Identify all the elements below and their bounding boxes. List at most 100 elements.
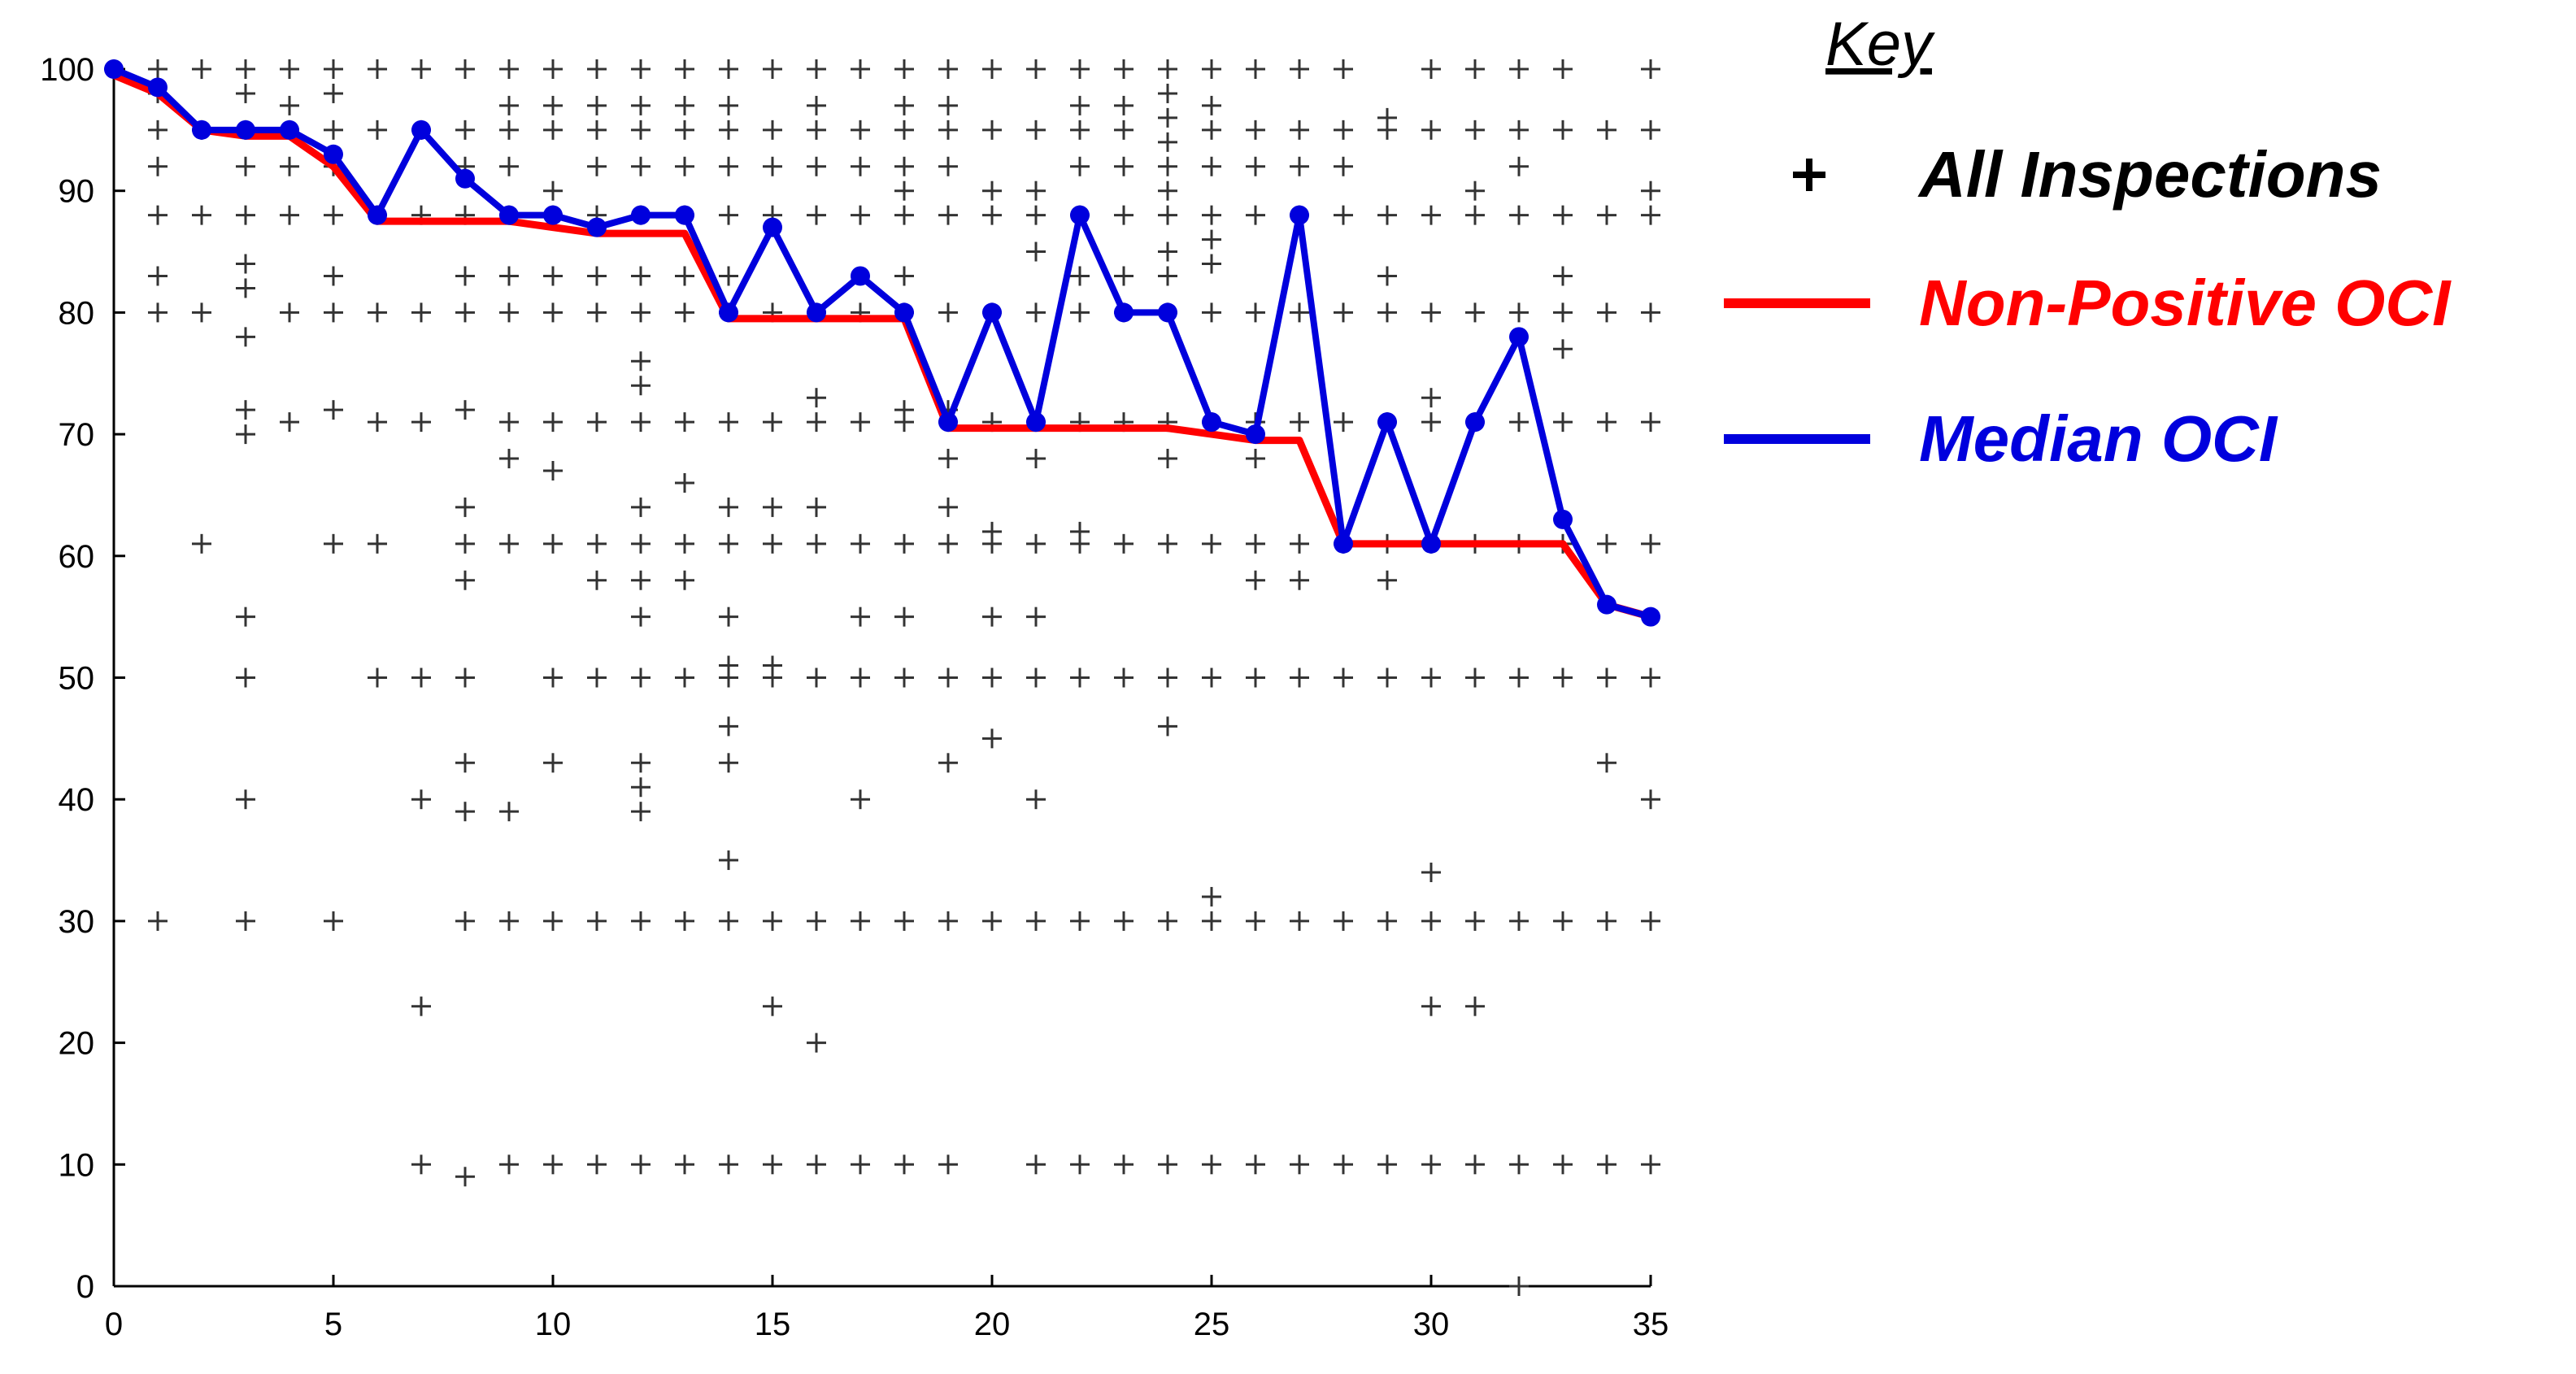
inspection-point [1641, 205, 1660, 225]
inspection-point [543, 180, 563, 201]
inspection-point [1246, 120, 1265, 140]
inspection-point [1114, 156, 1134, 176]
inspection-point [1465, 996, 1485, 1016]
inspection-point [148, 156, 168, 176]
inspection-point [1334, 205, 1353, 225]
inspection-point [631, 59, 651, 79]
median-oci-point [807, 302, 826, 323]
inspection-point [1158, 716, 1177, 737]
inspection-point [851, 533, 870, 554]
inspection-point [455, 400, 475, 420]
inspection-point [1641, 1154, 1660, 1175]
y-tick-label: 60 [59, 539, 95, 575]
inspection-point [1465, 180, 1485, 201]
inspection-point [236, 156, 255, 176]
inspection-point [368, 533, 387, 554]
inspection-point [938, 156, 958, 176]
inspection-point [543, 667, 563, 688]
inspection-point [1334, 59, 1353, 79]
inspection-point [851, 205, 870, 225]
inspection-point [1290, 667, 1309, 688]
inspection-point [499, 95, 519, 115]
inspection-point [324, 205, 343, 225]
inspection-point [1202, 533, 1221, 554]
median-oci-point [1246, 424, 1265, 445]
inspection-point [1202, 302, 1221, 323]
inspection-point [148, 266, 168, 286]
inspection-point [1290, 911, 1309, 931]
inspection-point [455, 59, 475, 79]
inspection-point [1026, 449, 1046, 469]
inspection-point [807, 95, 826, 115]
inspection-point [1641, 789, 1660, 810]
inspection-point [1553, 59, 1573, 79]
inspection-point [631, 302, 651, 323]
x-tick-label: 25 [1194, 1307, 1230, 1342]
inspection-point [894, 667, 914, 688]
inspection-point [631, 120, 651, 140]
inspection-point [807, 497, 826, 517]
inspection-point [499, 802, 519, 822]
inspection-point [1026, 205, 1046, 225]
inspection-point [763, 667, 782, 688]
legend-entry-median-oci: Median OCI [1724, 402, 2278, 475]
inspection-point [807, 120, 826, 140]
inspection-point [1070, 533, 1090, 554]
inspection-point [1465, 302, 1485, 323]
inspection-point [631, 802, 651, 822]
inspection-point [631, 753, 651, 773]
inspection-point [719, 412, 738, 433]
inspection-point [675, 472, 694, 493]
inspection-point [1026, 180, 1046, 201]
inspection-point [411, 302, 431, 323]
inspection-point [587, 302, 607, 323]
inspection-point [1070, 1154, 1090, 1175]
inspection-point [499, 1154, 519, 1175]
inspection-point [1421, 996, 1441, 1016]
inspection-point [1070, 59, 1090, 79]
median-oci-point [455, 168, 475, 189]
inspection-point [1026, 1154, 1046, 1175]
inspection-point [807, 667, 826, 688]
inspection-point [1641, 59, 1660, 79]
legend-entry-non-positive-oci: Non-Positive OCI [1724, 267, 2452, 339]
inspection-point [1334, 120, 1353, 140]
inspection-point [982, 728, 1002, 749]
inspection-point [543, 1154, 563, 1175]
y-tick-label: 10 [59, 1147, 95, 1183]
inspection-point [851, 120, 870, 140]
inspection-point [1377, 266, 1397, 286]
inspection-point [1246, 302, 1265, 323]
inspection-point [1246, 1154, 1265, 1175]
inspection-point [411, 412, 431, 433]
inspection-point [1026, 120, 1046, 140]
inspection-point [807, 388, 826, 408]
inspection-point [1553, 667, 1573, 688]
median-oci-point [1641, 607, 1660, 627]
inspection-point [1202, 95, 1221, 115]
x-tick-label: 10 [535, 1307, 572, 1342]
inspection-point [280, 205, 299, 225]
inspection-point [324, 400, 343, 420]
inspection-point [587, 95, 607, 115]
inspection-point [587, 412, 607, 433]
inspection-point [631, 412, 651, 433]
y-tick-label: 90 [59, 174, 95, 210]
median-oci-point [1597, 594, 1617, 615]
inspection-point [368, 667, 387, 688]
median-oci-point [1334, 533, 1353, 554]
median-oci-point [938, 412, 958, 433]
y-tick-label: 40 [59, 782, 95, 818]
inspection-point [455, 1167, 475, 1187]
inspection-point [807, 205, 826, 225]
inspection-point [675, 412, 694, 433]
y-tick-label: 0 [76, 1269, 94, 1305]
inspection-point [1465, 59, 1485, 79]
inspection-point [1377, 120, 1397, 140]
inspection-point [631, 777, 651, 798]
inspection-point [938, 533, 958, 554]
inspection-point [894, 911, 914, 931]
inspection-point [543, 753, 563, 773]
inspection-point [719, 266, 738, 286]
